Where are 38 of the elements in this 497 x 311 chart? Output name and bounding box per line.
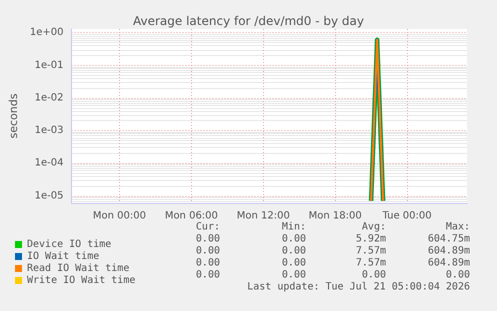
text: 604.89m — [428, 258, 470, 268]
legend-label: Device IO time — [27, 239, 112, 250]
text: Max: — [446, 222, 470, 232]
text: 604.89m — [428, 246, 470, 256]
text: Avg: — [362, 222, 386, 232]
text: 0.00 — [282, 234, 306, 244]
chart-title: Average latency for /dev/md0 - by day — [133, 14, 364, 28]
y-tick-label: 1e-05 — [34, 190, 64, 202]
text: Min: — [282, 222, 306, 232]
text: 7.57m — [356, 246, 386, 256]
x-tick-label: Mon 18:00 — [308, 210, 362, 222]
text: 0.00 — [282, 246, 306, 256]
text: 0.00 — [282, 270, 306, 280]
y-tick-label: 1e+00 — [30, 27, 64, 38]
text: Last update: Tue Jul 21 05:00:04 2026 — [247, 282, 470, 292]
text: 0.00 — [196, 234, 220, 244]
y-tick-label: 1e-03 — [34, 125, 64, 136]
text: Cur: — [196, 222, 220, 232]
y-tick-label: 1e-04 — [34, 158, 64, 169]
legend-label: IO Wait time — [27, 251, 100, 262]
x-tick-label: Mon 00:00 — [92, 210, 146, 222]
text: 0.00 — [196, 246, 220, 256]
text: 0.00 — [196, 258, 220, 268]
y-tick-label: 1e-01 — [34, 60, 64, 71]
text: 7.57m — [356, 258, 386, 268]
x-tick-label: Mon 06:00 — [164, 210, 218, 222]
x-tick-label: Tue 00:00 — [382, 210, 432, 222]
legend-label: Read IO Wait time — [27, 263, 130, 274]
y-axis-title: seconds — [7, 93, 20, 138]
text: 0.00 — [282, 258, 306, 268]
text: 0.00 — [196, 270, 220, 280]
text: 5.92m — [356, 234, 386, 244]
legend-label: Write IO Wait time — [27, 275, 136, 286]
text: 0.00 — [362, 270, 386, 280]
y-tick-label: 1e-02 — [34, 92, 64, 104]
x-tick-label: Mon 12:00 — [236, 210, 290, 222]
text: 0.00 — [446, 270, 470, 280]
text: 604.75m — [428, 234, 470, 244]
